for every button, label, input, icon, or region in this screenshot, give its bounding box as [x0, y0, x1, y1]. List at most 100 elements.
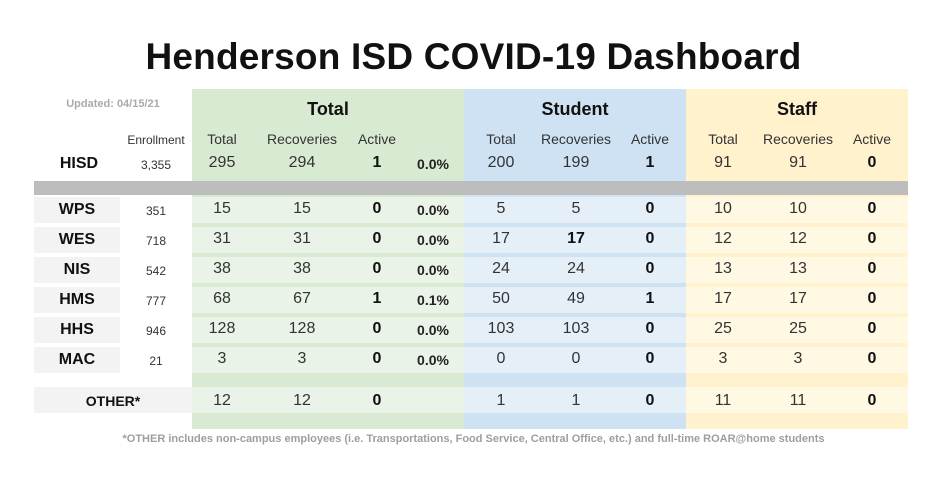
student-recoveries-value: 17 — [567, 230, 585, 247]
staff-total-value: 17 — [714, 290, 732, 307]
active-percent: 0.0% — [417, 352, 449, 368]
school-name: WES — [58, 231, 96, 248]
student-column-band — [464, 89, 686, 429]
total-total-value: 15 — [213, 200, 231, 217]
total-group-header: Total — [307, 99, 349, 119]
student-active-value: 1 — [645, 290, 655, 307]
staff-total-value: 25 — [714, 320, 732, 337]
enrollment-header: Enrollment — [127, 133, 185, 147]
total-recoveries-value: 15 — [293, 200, 311, 217]
staff-recoveries-value: 25 — [789, 320, 807, 337]
staff-recoveries-value: 91 — [789, 154, 807, 171]
page-title: Henderson ISD COVID-19 Dashboard — [145, 36, 802, 77]
enrollment-value: 777 — [145, 294, 167, 308]
staff-active-value: 0 — [867, 260, 877, 277]
active-percent: 0.0% — [417, 232, 449, 248]
enrollment-value: 542 — [145, 264, 167, 278]
student-active-value: 0 — [645, 200, 655, 217]
other-total-value: 12 — [213, 392, 231, 409]
table-row — [192, 317, 908, 343]
footnote: *OTHER includes non-campus employees (i.… — [122, 433, 825, 445]
other-student-value: 1 — [496, 392, 506, 409]
total-total-value: 31 — [213, 230, 231, 247]
other-staff-value: 0 — [867, 392, 877, 409]
staff-active-value: 0 — [867, 320, 877, 337]
student-active-value: 0 — [645, 260, 655, 277]
total-total-value: 128 — [208, 320, 236, 337]
total-active-value: 0 — [372, 350, 382, 367]
other-staff-value: 11 — [714, 392, 732, 409]
school-name: HISD — [59, 155, 99, 172]
other-total-value: 12 — [293, 392, 311, 409]
student-recoveries-value: 103 — [562, 320, 590, 337]
student-recoveries-value: 49 — [567, 290, 585, 307]
total-total-value: 68 — [213, 290, 231, 307]
total-recoveries-value: 128 — [288, 320, 316, 337]
enrollment-value: 946 — [145, 324, 167, 338]
total-recoveries-value: 31 — [293, 230, 311, 247]
staff-recoveries-value: 13 — [789, 260, 807, 277]
school-name-cell — [34, 197, 120, 223]
school-name: NIS — [63, 261, 91, 278]
table-row — [192, 347, 908, 373]
total-total-value: 295 — [208, 154, 236, 171]
total-recoveries-value: 67 — [293, 290, 311, 307]
student-total-value: 200 — [487, 154, 515, 171]
other-name: OTHER* — [85, 393, 141, 409]
student-total-value: 0 — [496, 350, 506, 367]
column-header-recoveries: Recoveries — [540, 131, 612, 147]
student-recoveries-value: 24 — [567, 260, 585, 277]
staff-total-value: 13 — [714, 260, 732, 277]
enrollment-value: 351 — [145, 204, 167, 218]
staff-total-value: 3 — [718, 350, 728, 367]
school-name: HMS — [59, 291, 95, 308]
column-header-recoveries: Recoveries — [266, 131, 338, 147]
staff-active-value: 0 — [867, 230, 877, 247]
column-header-total: Total — [708, 131, 738, 147]
staff-active-value: 0 — [867, 350, 877, 367]
school-name: WPS — [58, 201, 96, 218]
student-recoveries-value: 5 — [571, 200, 581, 217]
staff-active-value: 0 — [867, 290, 877, 307]
active-percent: 0.0% — [417, 322, 449, 338]
school-name: MAC — [58, 351, 96, 368]
table-row — [192, 287, 908, 313]
staff-total-value: 12 — [714, 230, 732, 247]
staff-total-value: 10 — [714, 200, 732, 217]
student-active-value: 0 — [645, 230, 655, 247]
school-name-cell — [34, 347, 120, 373]
school-name-cell — [34, 287, 120, 313]
total-active-value: 0 — [372, 260, 382, 277]
table-row — [192, 197, 908, 223]
school-name: HHS — [60, 321, 94, 338]
other-student-value: 0 — [645, 392, 655, 409]
enrollment-value: 21 — [149, 354, 163, 368]
active-percent: 0.0% — [417, 262, 449, 278]
other-student-value: 1 — [571, 392, 581, 409]
total-active-value: 0 — [372, 230, 382, 247]
student-active-value: 0 — [645, 350, 655, 367]
student-total-value: 50 — [492, 290, 510, 307]
student-total-value: 17 — [492, 230, 510, 247]
enrollment-value: 718 — [145, 234, 167, 248]
table-row — [192, 227, 908, 253]
total-total-value: 3 — [217, 350, 227, 367]
other-total-value: 0 — [372, 392, 382, 409]
table-row — [192, 257, 908, 283]
student-recoveries-value: 199 — [562, 154, 590, 171]
column-header-active: Active — [852, 131, 892, 147]
school-name-cell — [34, 227, 120, 253]
staff-column-band — [686, 89, 908, 429]
staff-recoveries-value: 12 — [789, 230, 807, 247]
district-divider — [34, 181, 908, 195]
student-recoveries-value: 0 — [571, 350, 581, 367]
total-recoveries-value: 294 — [288, 154, 316, 171]
active-percent: 0.0% — [417, 156, 449, 172]
staff-active-value: 0 — [867, 200, 877, 217]
active-percent: 0.0% — [417, 202, 449, 218]
column-header-active: Active — [357, 131, 397, 147]
staff-total-value: 91 — [714, 154, 732, 171]
student-active-value: 0 — [645, 320, 655, 337]
active-percent: 0.1% — [417, 292, 449, 308]
column-header-recoveries: Recoveries — [762, 131, 834, 147]
